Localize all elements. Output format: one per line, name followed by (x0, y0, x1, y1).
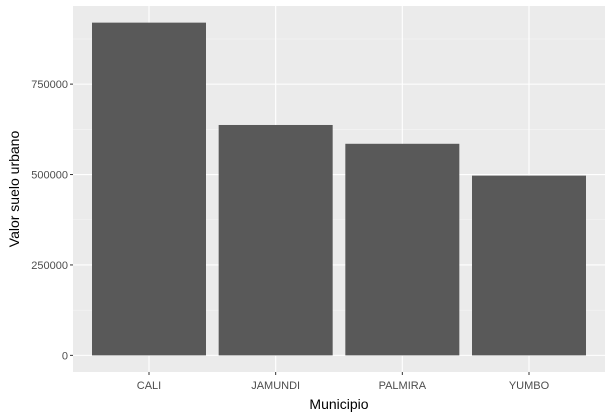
bar-palmira (345, 143, 460, 356)
y-axis-title: Valor suelo urbano (6, 131, 22, 248)
y-tick-label: 250000 (31, 260, 68, 272)
x-axis-title: Municipio (309, 396, 368, 412)
bar-cali (92, 22, 206, 356)
y-tick-label: 0 (62, 350, 68, 362)
x-tick-label: CALI (137, 380, 161, 392)
bar-yumbo (472, 175, 586, 356)
bars (92, 22, 586, 356)
y-tick-label: 750000 (31, 79, 68, 91)
y-tick-label: 500000 (31, 170, 68, 182)
x-tick-label: PALMIRA (379, 380, 427, 392)
x-tick-label: YUMBO (509, 380, 550, 392)
x-tick-label: JAMUNDI (251, 380, 300, 392)
y-axis-ticks: 0 250000 500000 750000 (31, 79, 73, 362)
bar-jamundi (218, 124, 333, 356)
x-axis-ticks: CALI JAMUNDI PALMIRA YUMBO (137, 372, 550, 392)
